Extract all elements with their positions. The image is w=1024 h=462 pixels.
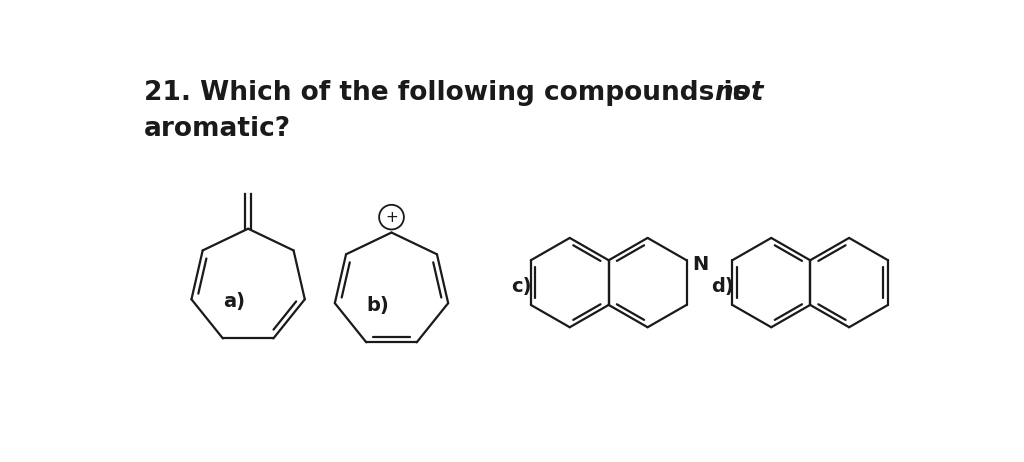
Text: c): c) <box>511 277 531 296</box>
Text: a): a) <box>223 292 245 311</box>
Text: aromatic?: aromatic? <box>143 116 291 141</box>
Text: d): d) <box>711 277 734 296</box>
Text: N: N <box>692 255 709 274</box>
Text: 21. Which of the following compounds is: 21. Which of the following compounds is <box>143 80 757 106</box>
Text: not: not <box>714 80 764 106</box>
Text: b): b) <box>367 296 389 315</box>
Text: +: + <box>385 210 398 225</box>
